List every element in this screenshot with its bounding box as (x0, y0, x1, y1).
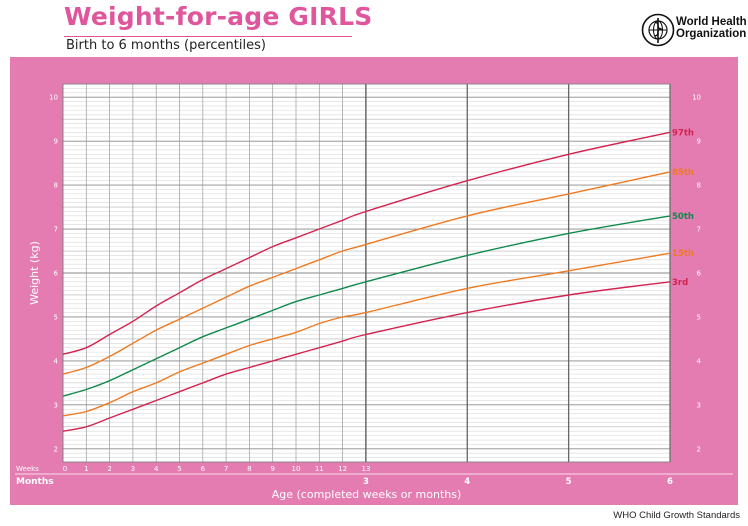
y-tick-label: 3 (54, 401, 58, 409)
y-tick-label-right: 7 (697, 226, 701, 234)
organization-name-line2: Organization (676, 28, 747, 40)
week-tick-label: 2 (107, 465, 111, 473)
week-tick-label: 0 (63, 465, 67, 473)
y-tick-label: 4 (54, 357, 59, 365)
y-tick-label-right: 5 (697, 313, 701, 321)
series-label-50th: 50th (672, 212, 694, 222)
series-label-85th: 85th (672, 168, 694, 178)
plot-border (62, 83, 671, 463)
week-tick-label: 11 (315, 465, 324, 473)
page-subtitle: Birth to 6 months (percentiles) (66, 38, 266, 53)
month-tick-label: 6 (667, 477, 673, 487)
month-tick-label: 3 (363, 477, 369, 487)
month-tick-label: 4 (464, 477, 470, 487)
y-tick-label-right: 9 (697, 138, 701, 146)
y-tick-label: 8 (54, 182, 58, 190)
week-tick-label: 8 (247, 465, 251, 473)
week-tick-label: 13 (361, 465, 370, 473)
y-tick-label-right: 10 (692, 94, 701, 102)
y-tick-label-right: 6 (697, 270, 702, 278)
months-row-label: Months (16, 477, 54, 487)
week-tick-label: 6 (201, 465, 206, 473)
y-axis-title: Weight (kg) (28, 241, 41, 305)
y-tick-label-right: 8 (697, 182, 701, 190)
who-emblem-icon (641, 13, 675, 47)
week-tick-label: 7 (224, 465, 228, 473)
y-tick-label: 9 (54, 138, 58, 146)
x-axis-title: Age (completed weeks or months) (272, 488, 462, 501)
week-tick-label: 10 (292, 465, 301, 473)
week-tick-label: 12 (338, 465, 347, 473)
y-tick-label-right: 4 (697, 357, 702, 365)
week-tick-label: 3 (131, 465, 135, 473)
series-line-85th (62, 171, 671, 375)
y-tick-label: 5 (54, 313, 58, 321)
y-tick-label: 2 (54, 445, 58, 453)
y-tick-label: 7 (54, 226, 58, 234)
week-tick-label: 9 (270, 465, 274, 473)
week-tick-label: 1 (84, 465, 88, 473)
title-underline (64, 36, 352, 37)
organization-name: World Health Organization (676, 16, 747, 40)
y-tick-label: 6 (54, 270, 59, 278)
y-tick-label: 10 (49, 94, 58, 102)
series-label-97th: 97th (672, 128, 694, 138)
week-tick-label: 5 (177, 465, 181, 473)
series-label-15th: 15th (672, 249, 694, 259)
series-line-15th (62, 252, 671, 417)
source-note: WHO Child Growth Standards (613, 510, 740, 521)
series-line-50th (62, 215, 671, 397)
series-line-3rd (62, 281, 671, 432)
weeks-row-label: Weeks (16, 465, 39, 473)
month-tick-label: 5 (566, 477, 572, 487)
page-title: Weight-for-age GIRLS (64, 2, 373, 31)
series-line-97th (62, 131, 671, 355)
series-label-3rd: 3rd (672, 278, 688, 288)
week-tick-label: 4 (154, 465, 159, 473)
y-tick-label-right: 2 (697, 445, 701, 453)
organization-name-line1: World Health (676, 16, 747, 28)
y-tick-label-right: 3 (697, 401, 701, 409)
